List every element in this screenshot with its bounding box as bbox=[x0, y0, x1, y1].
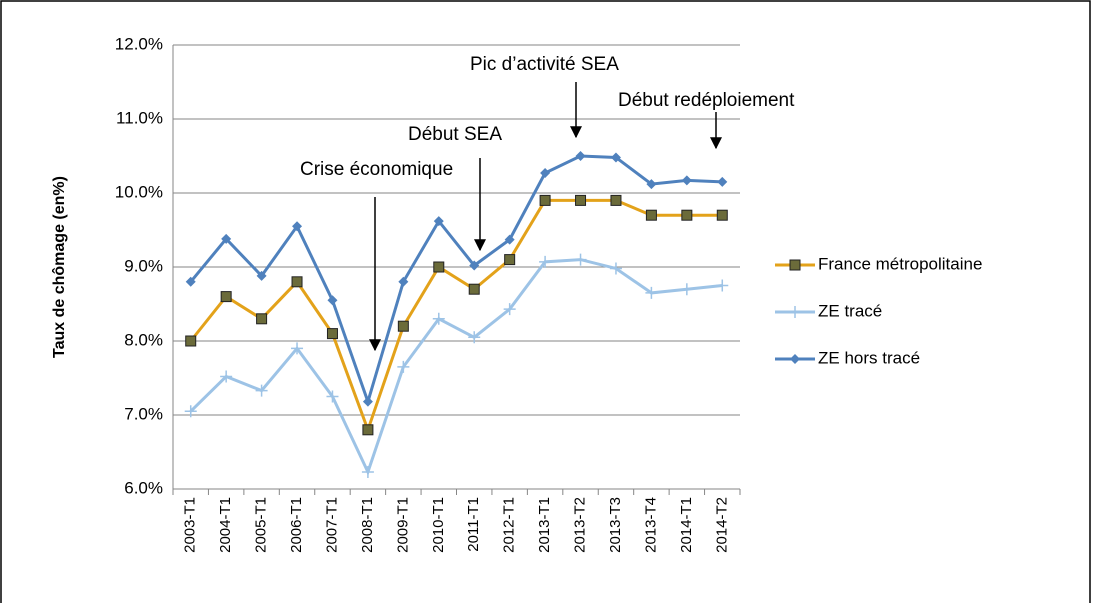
data-point bbox=[185, 276, 196, 287]
series-line bbox=[189, 154, 723, 407]
data-point bbox=[397, 320, 409, 332]
x-tick-label: 2014-T2 bbox=[713, 497, 730, 553]
data-point bbox=[433, 261, 445, 273]
x-tick-label: 2013-T2 bbox=[572, 497, 589, 553]
data-point bbox=[468, 331, 481, 344]
data-point bbox=[362, 424, 374, 436]
data-point bbox=[504, 254, 516, 266]
data-point bbox=[326, 328, 338, 340]
data-point bbox=[539, 194, 551, 206]
data-point bbox=[540, 168, 551, 179]
data-point bbox=[220, 291, 232, 303]
data-point bbox=[397, 360, 410, 373]
annotation: Début redéploiement bbox=[618, 90, 795, 111]
data-point bbox=[646, 179, 657, 190]
x-tick-label: 2007-T1 bbox=[323, 497, 340, 553]
data-point bbox=[645, 209, 657, 221]
data-point bbox=[361, 465, 374, 478]
data-point bbox=[185, 335, 197, 347]
data-point bbox=[256, 270, 267, 281]
series-line bbox=[189, 258, 723, 476]
y-tick-label: 6.0% bbox=[124, 478, 163, 497]
data-point bbox=[716, 209, 728, 221]
legend-marker bbox=[790, 354, 800, 364]
legend-marker bbox=[789, 259, 801, 271]
data-point bbox=[575, 194, 587, 206]
annotation: Crise économique bbox=[300, 159, 453, 180]
x-tick-label: 2012-T1 bbox=[501, 497, 518, 553]
data-point bbox=[681, 175, 692, 186]
annotation: Pic d’activité SEA bbox=[470, 54, 619, 75]
data-point bbox=[327, 295, 338, 306]
x-tick-label: 2011-T1 bbox=[465, 497, 482, 552]
data-point bbox=[362, 396, 373, 407]
x-tick-label: 2006-T1 bbox=[288, 497, 305, 553]
y-tick-label: 8.0% bbox=[124, 330, 163, 349]
y-tick-label: 10.0% bbox=[115, 182, 163, 201]
x-tick-label: 2013-T1 bbox=[536, 497, 553, 553]
x-tick-label: 2008-T1 bbox=[359, 497, 376, 553]
data-point bbox=[220, 370, 233, 383]
y-tick-label: 7.0% bbox=[124, 404, 163, 423]
data-point bbox=[575, 151, 586, 161]
data-point bbox=[504, 234, 515, 245]
data-point bbox=[184, 405, 197, 418]
series-line bbox=[189, 198, 723, 435]
x-tick-label: 2014-T1 bbox=[678, 497, 695, 553]
y-tick-label: 11.0% bbox=[116, 108, 163, 127]
data-point bbox=[291, 276, 303, 288]
data-point bbox=[469, 260, 480, 271]
data-point bbox=[610, 152, 621, 163]
data-point bbox=[681, 209, 693, 221]
data-point bbox=[716, 279, 729, 292]
data-point bbox=[398, 276, 409, 287]
y-axis-label: Taux de chômage (en%) bbox=[51, 176, 68, 358]
data-point bbox=[574, 253, 587, 266]
x-tick-label: 2013-T3 bbox=[607, 497, 624, 553]
data-point bbox=[539, 255, 552, 268]
data-point bbox=[645, 286, 658, 299]
y-tick-label: 9.0% bbox=[124, 256, 163, 275]
data-point bbox=[291, 342, 304, 355]
x-tick-label: 2004-T1 bbox=[217, 497, 234, 553]
x-tick-label: 2003-T1 bbox=[182, 497, 199, 553]
data-point bbox=[680, 283, 693, 296]
legend-marker bbox=[789, 306, 801, 318]
legend-label: France métropolitaine bbox=[818, 254, 982, 273]
data-point bbox=[221, 233, 232, 244]
data-point bbox=[432, 312, 445, 325]
annotation: Début SEA bbox=[408, 124, 502, 145]
data-point bbox=[255, 384, 268, 397]
legend-label: ZE hors tracé bbox=[818, 348, 920, 367]
data-point bbox=[256, 313, 268, 325]
legend-label: ZE tracé bbox=[818, 301, 882, 320]
data-point bbox=[433, 216, 444, 227]
data-point bbox=[717, 176, 728, 187]
data-point bbox=[503, 303, 516, 316]
data-point bbox=[326, 390, 339, 403]
data-point bbox=[292, 221, 303, 232]
data-point bbox=[609, 262, 622, 275]
x-tick-label: 2013-T4 bbox=[642, 497, 659, 553]
data-point bbox=[468, 283, 480, 295]
y-tick-label: 12.0% bbox=[115, 34, 163, 53]
x-tick-label: 2005-T1 bbox=[253, 497, 270, 553]
data-point bbox=[610, 194, 622, 206]
x-tick-label: 2010-T1 bbox=[430, 497, 447, 553]
x-tick-label: 2009-T1 bbox=[394, 497, 411, 553]
